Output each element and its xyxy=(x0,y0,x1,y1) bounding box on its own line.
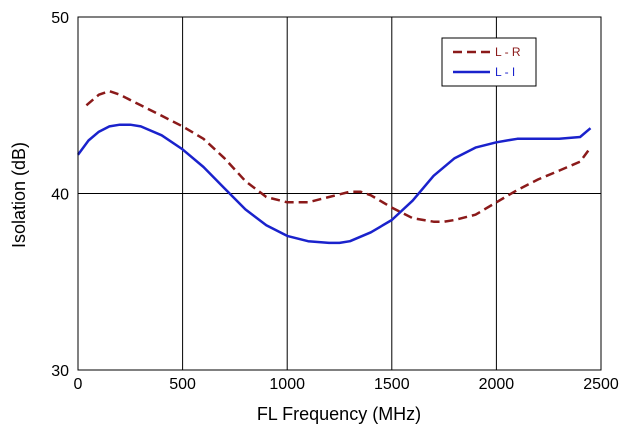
x-axis-title: FL Frequency (MHz) xyxy=(257,404,421,424)
legend-label-l-r: L - R xyxy=(495,45,521,59)
series-lines xyxy=(76,89,592,245)
tick-labels: 0 500 1000 1500 2000 2500 30 40 50 xyxy=(51,10,619,393)
plot-border xyxy=(77,16,602,371)
plot-frame xyxy=(77,16,602,371)
y-axis-title: Isolation (dB) xyxy=(9,142,29,248)
legend-label-l-i: L - I xyxy=(495,65,515,79)
x-tick-label-1000: 1000 xyxy=(269,376,305,393)
y-tick-label-40: 40 xyxy=(51,187,69,204)
series-line-l-r xyxy=(85,89,592,223)
x-tick-label-0: 0 xyxy=(74,376,83,393)
x-tick-label-500: 500 xyxy=(169,376,196,393)
series-line-l-i xyxy=(76,123,592,245)
y-tick-label-50: 50 xyxy=(51,10,69,27)
x-tick-label-2000: 2000 xyxy=(479,376,515,393)
legend: L - R L - I xyxy=(441,37,537,87)
y-tick-label-30: 30 xyxy=(51,363,69,380)
legend-box xyxy=(441,37,537,87)
x-tick-label-1500: 1500 xyxy=(374,376,410,393)
x-tick-label-2500: 2500 xyxy=(583,376,619,393)
